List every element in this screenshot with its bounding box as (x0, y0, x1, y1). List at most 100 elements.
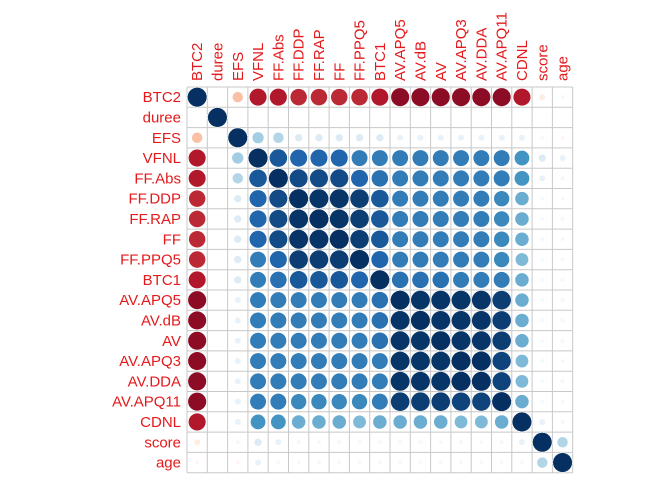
corr-circle-FF.PPQ5-FF.DDP (289, 250, 308, 269)
corr-circle-FF-CDNL (515, 232, 529, 246)
corr-circle-age-FF.RAP (316, 460, 322, 465)
corr-circle-age-BTC2 (195, 460, 200, 465)
corr-circle-BTC2-age (560, 95, 565, 100)
corr-circle-AV.APQ3-FF (331, 353, 348, 370)
corr-circle-BTC2-BTC2 (187, 87, 207, 107)
corr-circle-AV.dB-AV.APQ3 (451, 311, 471, 330)
corr-circle-AV.APQ5-AV (431, 290, 451, 310)
corr-circle-AV.dB-AV.DDA (471, 311, 491, 330)
corr-circle-FF-FF.DDP (289, 229, 309, 249)
corr-circle-AV.APQ11-AV.DDA (472, 392, 491, 411)
corr-circle-BTC2-FF (330, 88, 348, 106)
corr-circle-VFNL-FF (330, 149, 348, 167)
corr-circle-BTC2-score (539, 94, 546, 101)
column-label-BTC2: BTC2 (189, 43, 206, 81)
corr-circle-AV.dB-BTC2 (188, 311, 207, 330)
corr-circle-AV.APQ5-AV.APQ5 (390, 290, 410, 310)
corr-circle-AV.APQ3-EFS (234, 358, 241, 365)
corr-circle-AV.APQ11-AV.dB (411, 392, 430, 411)
corr-circle-AV.APQ5-BTC2 (188, 291, 207, 310)
corr-circle-AV-AV (431, 331, 451, 351)
row-label-VFNL: VFNL (143, 150, 181, 167)
corr-circle-FF.PPQ5-CDNL (515, 253, 529, 266)
corr-circle-AV-age (560, 338, 565, 343)
corr-circle-AV.APQ11-FF.PPQ5 (351, 393, 368, 410)
corr-circle-FF.DDP-BTC2 (188, 190, 206, 207)
column-label-AV.APQ5: AV.APQ5 (392, 19, 409, 81)
row-label-duree: duree (143, 109, 181, 126)
column-label-FF.RAP: FF.RAP (311, 29, 328, 81)
diagonal-circle-outline (491, 391, 513, 413)
corr-circle-CDNL-EFS (234, 418, 241, 425)
corr-circle-CDNL-AV.DDA (474, 415, 488, 429)
corr-circle-EFS-AV.dB (417, 134, 424, 141)
corr-circle-age-FF (337, 460, 342, 465)
corr-circle-AV.APQ11-CDNL (515, 394, 529, 409)
corr-circle-EFS-FF.DDP (294, 134, 303, 142)
column-label-FF.Abs: FF.Abs (270, 34, 287, 81)
corr-circle-BTC1-FF.RAP (310, 271, 328, 289)
corr-circle-FF.Abs-AV.DDA (473, 170, 490, 187)
corr-circle-EFS-age (560, 135, 565, 140)
column-label-FF.DDP: FF.DDP (291, 29, 308, 82)
corr-circle-AV.DDA-score (540, 379, 545, 384)
diagonal-circle-outline (349, 249, 371, 271)
corr-circle-BTC2-AV.APQ5 (391, 88, 410, 107)
corr-circle-BTC1-EFS (234, 276, 242, 284)
corr-circle-AV.dB-BTC1 (371, 312, 389, 329)
corr-circle-AV-AV.dB (411, 331, 430, 351)
diagonal-circle-outline (288, 188, 310, 210)
corr-circle-AV.APQ11-BTC1 (371, 393, 388, 410)
row-label-AV.APQ5: AV.APQ5 (119, 292, 181, 309)
corr-circle-VFNL-FF.PPQ5 (351, 150, 368, 167)
corr-circle-score-AV.dB (418, 440, 423, 445)
row-label-score: score (144, 434, 181, 451)
column-label-VFNL: VFNL (250, 43, 267, 81)
corr-circle-BTC1-score (540, 277, 545, 282)
corr-circle-FF-FF (329, 229, 349, 249)
column-label-duree: duree (209, 43, 226, 81)
corr-circle-score-VFNL (254, 438, 262, 446)
corr-circle-FF.DDP-FF (329, 189, 349, 209)
corr-circle-age-CDNL (519, 460, 525, 465)
corr-circle-AV.APQ3-AV.DDA (471, 351, 491, 371)
corr-circle-AV.dB-AV (431, 311, 451, 330)
column-label-FF: FF (331, 63, 348, 81)
corr-circle-FF.DDP-AV.APQ11 (493, 190, 510, 207)
corr-circle-FF.DDP-AV.DDA (473, 190, 490, 207)
corr-circle-FF.RAP-age (560, 216, 565, 222)
corr-circle-FF.Abs-FF.RAP (309, 169, 329, 188)
corr-circle-FF.RAP-score (540, 216, 545, 222)
corr-circle-AV.APQ5-FF.PPQ5 (351, 292, 368, 309)
corr-circle-CDNL-BTC1 (373, 415, 387, 429)
corr-circle-CDNL-BTC2 (188, 413, 206, 431)
corr-circle-BTC1-VFNL (250, 271, 267, 288)
corr-circle-VFNL-AV.DDA (473, 150, 490, 167)
corr-circle-BTC2-FF.RAP (310, 88, 328, 106)
corr-circle-VFNL-AV.dB (412, 150, 429, 167)
column-label-CDNL: CDNL (514, 40, 531, 81)
corr-circle-EFS-FF.RAP (315, 134, 323, 142)
corr-circle-CDNL-AV (434, 415, 448, 429)
corr-circle-VFNL-AV (432, 150, 449, 167)
corr-circle-EFS-score (540, 135, 545, 140)
corr-circle-FF-age (560, 237, 565, 242)
corr-circle-FF.DDP-FF.PPQ5 (350, 189, 369, 208)
corr-circle-age-FF.Abs (276, 460, 281, 465)
corr-circle-CDNL-CDNL (512, 412, 532, 432)
corr-circle-FF.DDP-CDNL (515, 191, 529, 206)
corr-circle-BTC1-age (560, 277, 565, 282)
corr-circle-AV.APQ11-VFNL (250, 393, 267, 410)
corr-circle-AV.dB-FF.PPQ5 (351, 312, 368, 329)
corr-circle-AV.DDA-CDNL (515, 374, 529, 388)
row-labels: BTC2 duree EFS VFNL FF.Abs FF.DDP FF.RAP FF FF.P… (112, 89, 181, 471)
corr-circle-BTC2-AV (431, 88, 450, 107)
corr-circle-score-CDNL (518, 439, 525, 446)
corr-circle-FF.Abs-AV (432, 170, 449, 187)
corr-circle-FF-score (540, 237, 545, 242)
corr-circle-AV.APQ5-AV.APQ11 (492, 290, 511, 310)
corr-circle-AV.dB-FF.Abs (270, 312, 287, 329)
corr-circle-AV.DDA-FF.RAP (310, 373, 327, 390)
corr-circle-EFS-AV.APQ3 (458, 134, 465, 141)
